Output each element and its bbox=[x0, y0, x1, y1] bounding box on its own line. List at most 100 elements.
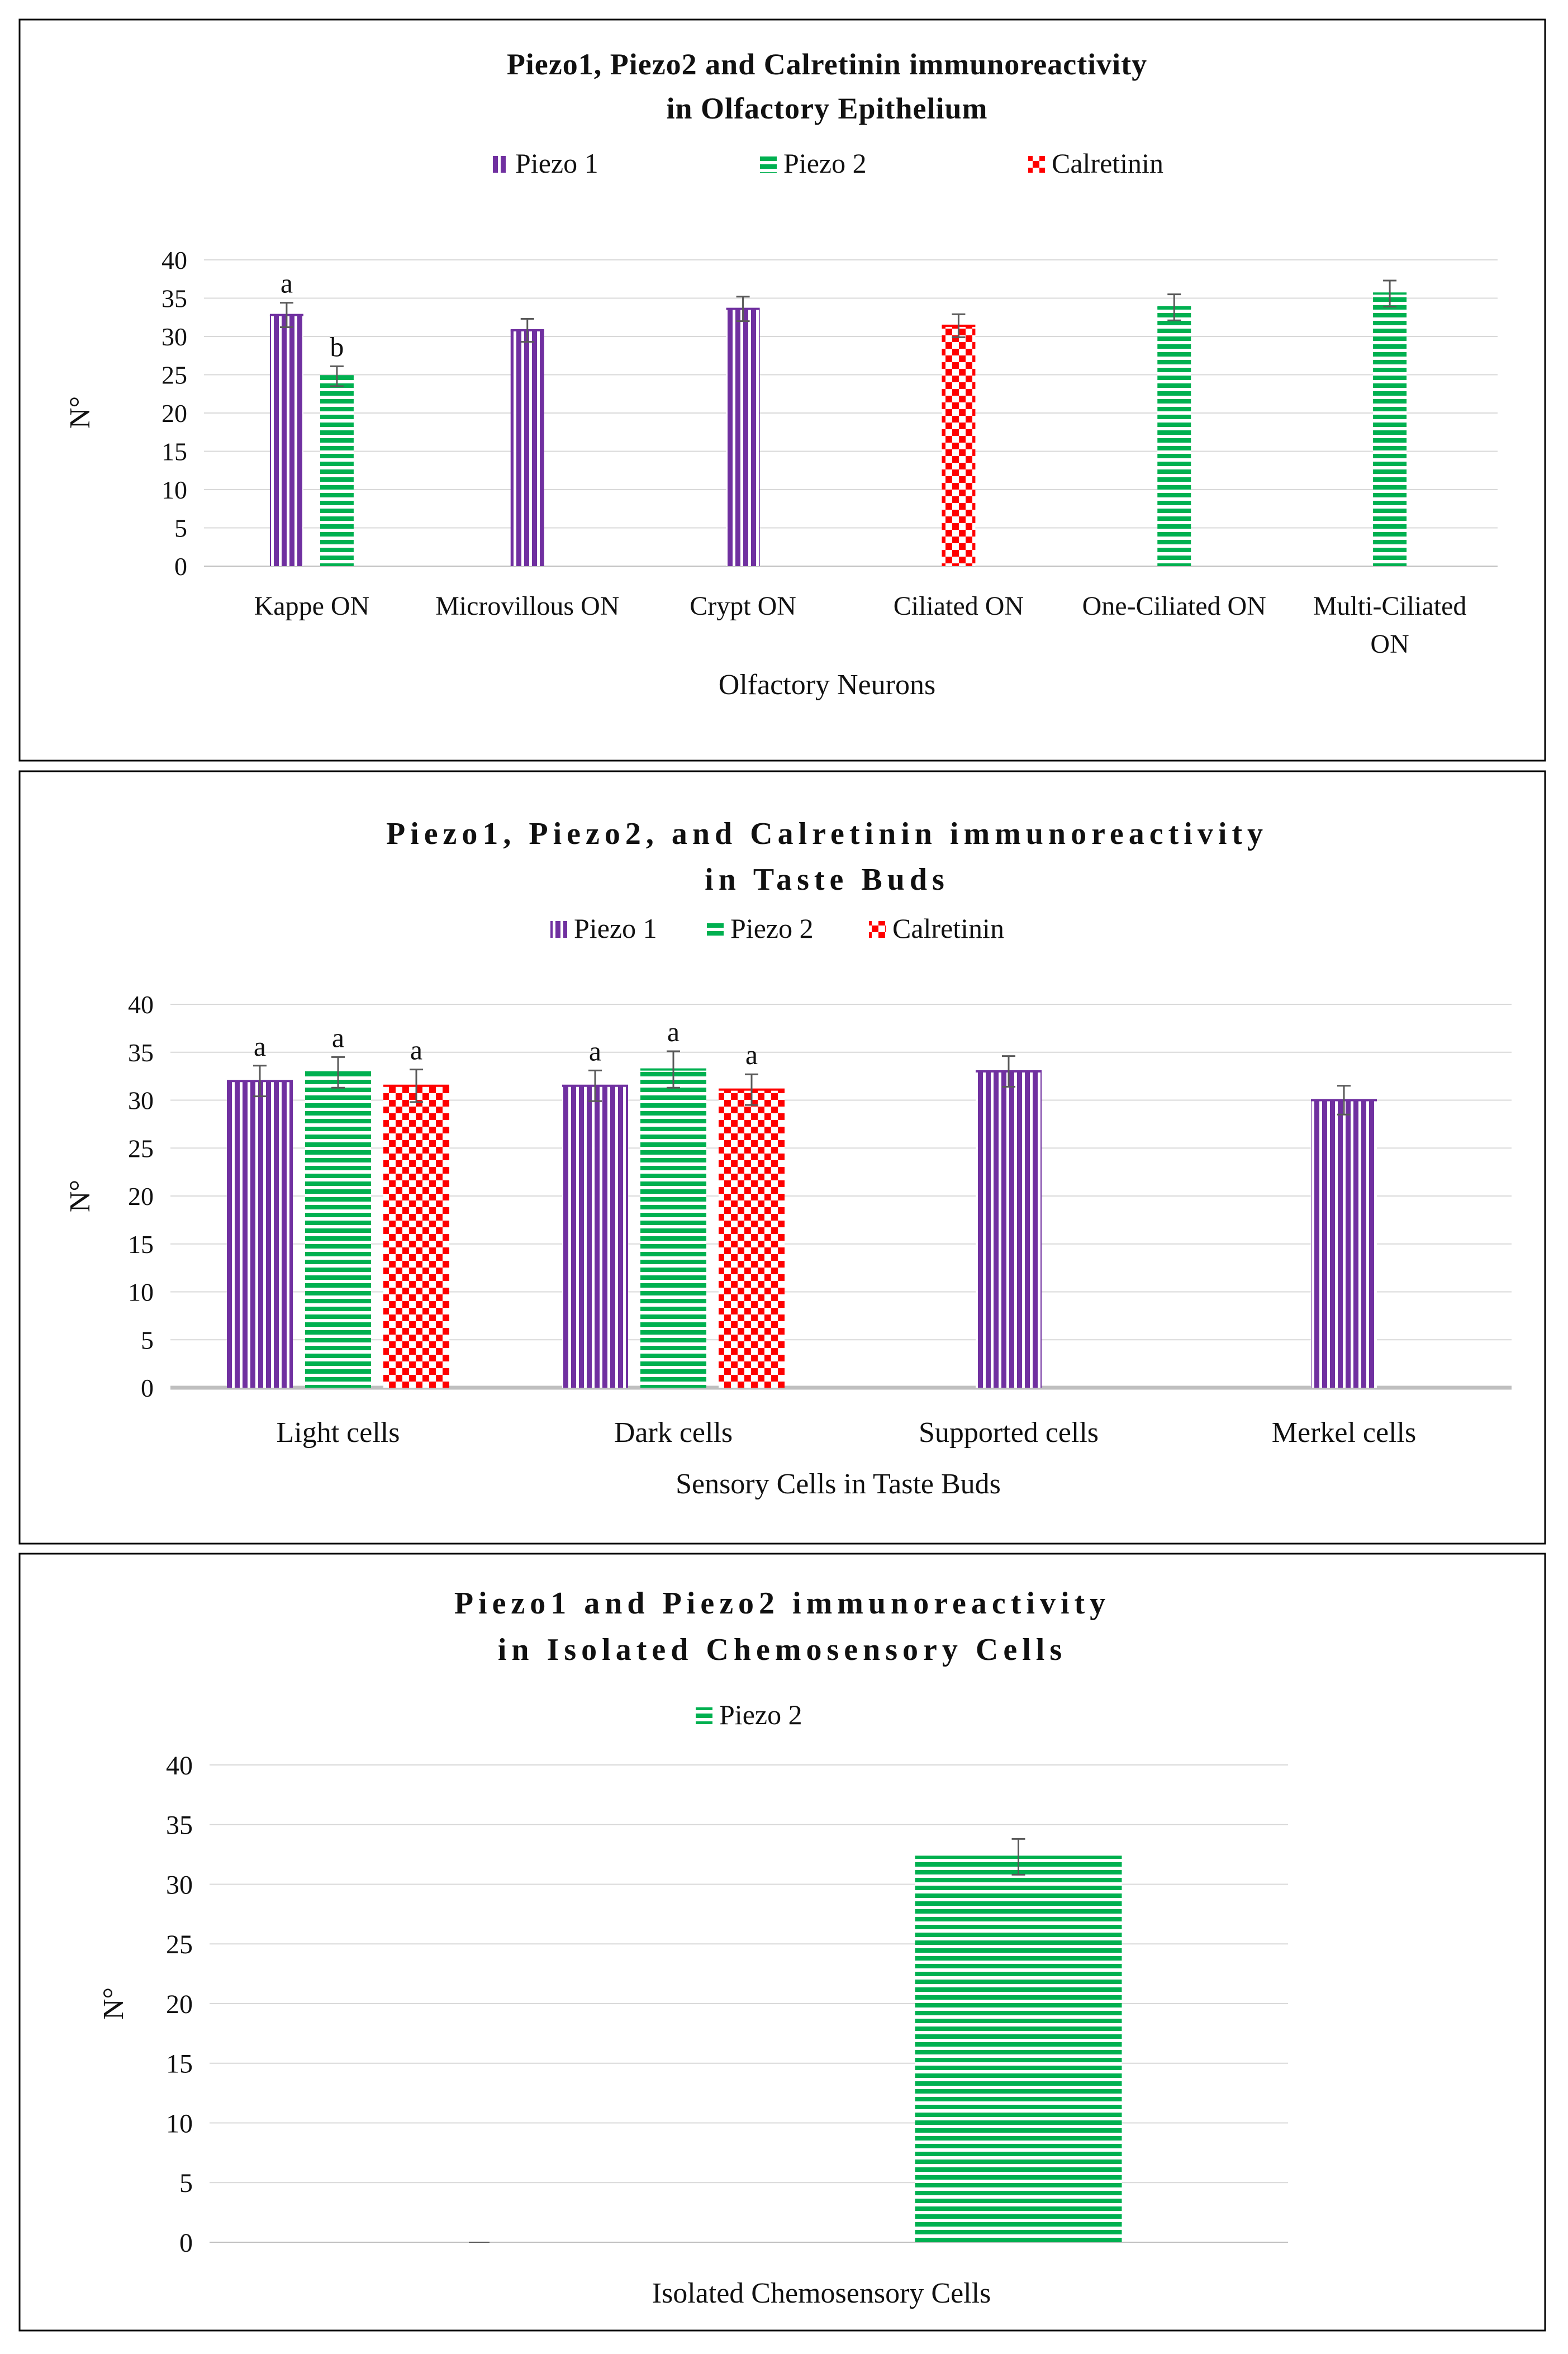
y-tick-label: 20 bbox=[128, 1182, 154, 1211]
bar-calretinin-3 bbox=[942, 325, 976, 566]
chart-title: Piezo1 and Piezo2 immunoreactivity bbox=[454, 1586, 1110, 1621]
x-tick-label: Crypt ON bbox=[690, 591, 796, 621]
x-tick-label: Supported cells bbox=[919, 1417, 1099, 1449]
x-tick-label: Ciliated ON bbox=[894, 591, 1024, 621]
y-tick-label: 0 bbox=[174, 552, 187, 581]
significance-label: a bbox=[745, 1039, 758, 1070]
ylabel: N° bbox=[98, 1987, 130, 2020]
bar-piezo1-3 bbox=[1311, 1100, 1377, 1388]
panel-frame bbox=[18, 1553, 1546, 2332]
bar-piezo1-1 bbox=[562, 1085, 628, 1388]
x-tick-label: ON bbox=[1370, 629, 1409, 659]
chart-title: Piezo1, Piezo2 and Calretinin immunoreac… bbox=[507, 48, 1147, 81]
x-tick-label: Light cells bbox=[277, 1417, 400, 1449]
x-tick-label: Multi-Ciliated bbox=[1313, 591, 1467, 621]
ylabel: N° bbox=[64, 396, 96, 429]
legend-swatch-piezo2 bbox=[707, 921, 724, 938]
x-tick-label: Merkel cells bbox=[1272, 1417, 1416, 1449]
legend-item-calretinin: Calretinin bbox=[869, 913, 1004, 944]
y-tick-label: 0 bbox=[141, 1374, 154, 1402]
x-tick-label: Dark cells bbox=[614, 1417, 733, 1449]
significance-label: a bbox=[332, 1022, 344, 1053]
legend-swatch-calretinin bbox=[869, 921, 886, 938]
bar-piezo2-5 bbox=[1373, 293, 1407, 566]
legend-item-piezo2: Piezo 2 bbox=[696, 1699, 802, 1730]
chart-title: Piezo1, Piezo2, and Calretinin immunorea… bbox=[386, 817, 1268, 851]
bar-piezo2-1 bbox=[915, 1857, 1122, 2242]
y-tick-label: 40 bbox=[166, 1751, 193, 1781]
y-tick-label: 20 bbox=[166, 1990, 193, 2019]
legend-label-piezo1: Piezo 1 bbox=[515, 148, 598, 179]
legend-item-piezo2: Piezo 2 bbox=[707, 913, 814, 944]
y-tick-label: 30 bbox=[161, 322, 187, 351]
xlabel: Sensory Cells in Taste Buds bbox=[676, 1468, 1001, 1500]
significance-label: b bbox=[330, 331, 344, 362]
legend-item-piezo1: Piezo 1 bbox=[492, 148, 598, 179]
y-tick-label: 15 bbox=[161, 438, 187, 466]
legend: Piezo 2 bbox=[696, 1699, 802, 1730]
y-tick-label: 15 bbox=[128, 1230, 154, 1259]
bar-piezo1-2 bbox=[976, 1071, 1042, 1388]
y-tick-label: 40 bbox=[128, 990, 154, 1019]
y-tick-label: 10 bbox=[161, 476, 187, 504]
significance-label: a bbox=[410, 1034, 422, 1066]
chart-subtitle: in Taste Buds bbox=[705, 862, 949, 897]
legend-swatch-piezo2 bbox=[696, 1707, 712, 1724]
chart-subtitle: in Olfactory Epithelium bbox=[667, 92, 988, 125]
significance-label: a bbox=[589, 1035, 601, 1066]
plot-area: 0 5 10 15 20 25 30 35 40 a b Kappe ON Microvillous O… bbox=[161, 246, 1498, 659]
significance-label: a bbox=[254, 1031, 266, 1062]
plot-area: 0 5 10 15 20 25 30 35 40 a a a Light cells a a a Dark ce… bbox=[128, 990, 1512, 1449]
legend-label-piezo2: Piezo 2 bbox=[783, 148, 867, 179]
plot-area: 0 5 10 15 20 25 30 35 40 bbox=[166, 1751, 1288, 2258]
legend: Piezo 1 Piezo 2 Calretinin bbox=[550, 913, 1004, 944]
legend-label-piezo2: Piezo 2 bbox=[719, 1699, 802, 1730]
y-tick-label: 5 bbox=[179, 2168, 193, 2198]
chart-subtitle: in Isolated Chemosensory Cells bbox=[498, 1632, 1067, 1667]
y-tick-label: 30 bbox=[128, 1086, 154, 1115]
legend-item-piezo2: Piezo 2 bbox=[760, 148, 867, 179]
legend-label-calretinin: Calretinin bbox=[892, 913, 1004, 944]
panel-frame bbox=[18, 18, 1546, 762]
y-tick-label: 25 bbox=[161, 361, 187, 390]
legend-label-piezo1: Piezo 1 bbox=[574, 913, 657, 944]
x-tick-label: Microvillous ON bbox=[435, 591, 619, 621]
x-tick-label: One-Ciliated ON bbox=[1082, 591, 1266, 621]
legend-swatch-piezo1 bbox=[492, 156, 509, 173]
xlabel: Olfactory Neurons bbox=[719, 669, 935, 701]
y-tick-label: 35 bbox=[161, 284, 187, 313]
bar-calretinin-0 bbox=[383, 1085, 449, 1388]
xlabel: Isolated Chemosensory Cells bbox=[652, 2277, 991, 2309]
significance-label: a bbox=[667, 1016, 680, 1047]
y-tick-label: 0 bbox=[179, 2228, 193, 2258]
bar-piezo2-1 bbox=[640, 1069, 706, 1388]
legend-swatch-calretinin bbox=[1028, 156, 1045, 173]
legend-label-calretinin: Calretinin bbox=[1052, 148, 1163, 179]
legend-item-piezo1: Piezo 1 bbox=[550, 913, 657, 944]
legend: Piezo 1 Piezo 2 Calretinin bbox=[492, 148, 1163, 179]
significance-label: a bbox=[281, 268, 293, 299]
bar-piezo1-0 bbox=[227, 1081, 293, 1388]
y-tick-label: 25 bbox=[166, 1930, 193, 1959]
y-tick-label: 40 bbox=[161, 246, 187, 274]
panel-frame bbox=[18, 770, 1546, 1545]
y-tick-label: 10 bbox=[128, 1278, 154, 1307]
y-tick-label: 15 bbox=[166, 2049, 193, 2079]
y-tick-label: 5 bbox=[174, 514, 187, 543]
y-tick-label: 35 bbox=[166, 1811, 193, 1840]
ylabel: N° bbox=[64, 1180, 96, 1212]
bar-piezo1-2 bbox=[726, 309, 760, 566]
legend-item-calretinin: Calretinin bbox=[1028, 148, 1163, 179]
bar-piezo2-4 bbox=[1157, 307, 1191, 566]
y-tick-label: 10 bbox=[166, 2109, 193, 2138]
legend-swatch-piezo1 bbox=[550, 921, 567, 938]
bar-calretinin-1 bbox=[719, 1089, 785, 1388]
legend-label-piezo2: Piezo 2 bbox=[730, 913, 814, 944]
bar-piezo2-0 bbox=[320, 376, 354, 566]
bar-piezo1-1 bbox=[510, 330, 544, 566]
y-tick-label: 35 bbox=[128, 1038, 154, 1067]
x-tick-label: Kappe ON bbox=[254, 591, 370, 621]
legend-swatch-piezo2 bbox=[760, 156, 777, 173]
